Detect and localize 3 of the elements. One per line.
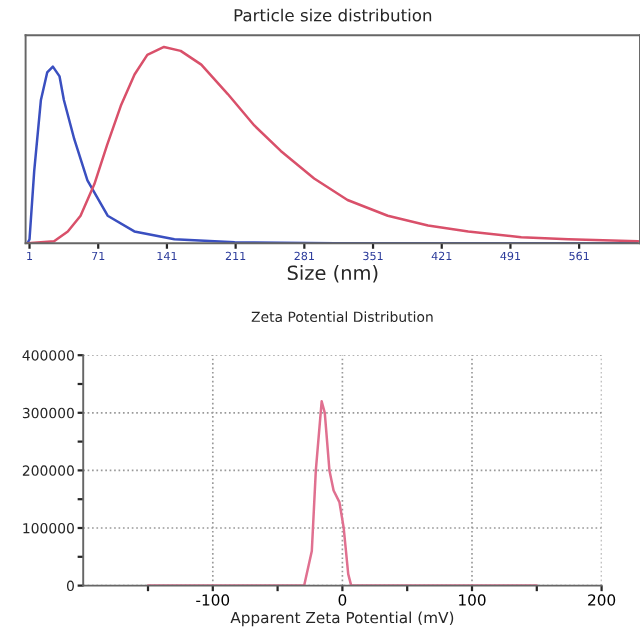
line-series — [146, 400, 539, 586]
x-axis-title: Size (nm) — [287, 265, 378, 283]
chart-title: Particle size distribution — [234, 8, 432, 22]
